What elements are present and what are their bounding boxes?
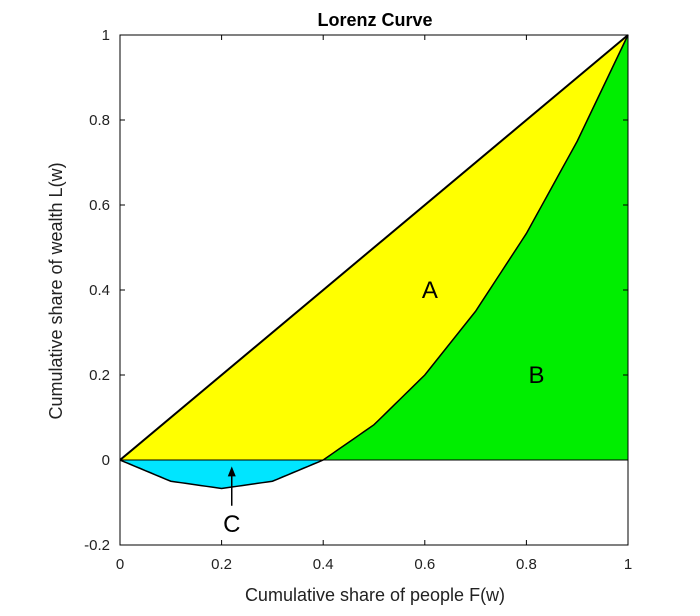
x-tick-label: 0.8 [516, 556, 537, 573]
lorenz-curve [119, 34, 629, 490]
chart-lines [119, 34, 629, 490]
chart-title: Lorenz Curve [317, 10, 432, 30]
x-tick-label: 0.4 [313, 556, 334, 573]
x-tick-label: 0.2 [211, 556, 232, 573]
region-label-b: B [529, 362, 545, 389]
annotation-arrow-head [227, 466, 236, 477]
chart-regions [120, 35, 628, 489]
x-axis-label: Cumulative share of people F(w) [245, 585, 505, 605]
y-axis-label: Cumulative share of wealth L(w) [46, 162, 66, 419]
x-tick-label: 0.6 [414, 556, 435, 573]
y-tick-label: 0.8 [89, 112, 110, 129]
y-tick-label: 0.2 [89, 367, 110, 384]
y-tick-label: 0 [102, 452, 110, 469]
region-annotations: A B C [223, 277, 544, 538]
x-ticks: 0 0.2 0.4 0.6 0.8 1 [116, 35, 632, 573]
x-tick-label: 0 [116, 556, 124, 573]
y-ticks: -0.2 0 0.2 0.4 0.6 0.8 1 [84, 27, 628, 554]
y-tick-label: 1 [102, 27, 110, 44]
y-tick-label: 0.6 [89, 197, 110, 214]
y-tick-label: -0.2 [84, 537, 110, 554]
x-tick-label: 1 [624, 556, 632, 573]
region-b [323, 35, 628, 460]
y-tick-label: 0.4 [89, 282, 110, 299]
region-label-a: A [422, 277, 438, 304]
region-c [120, 460, 324, 489]
equality-line [119, 34, 629, 461]
region-label-c: C [223, 511, 240, 538]
